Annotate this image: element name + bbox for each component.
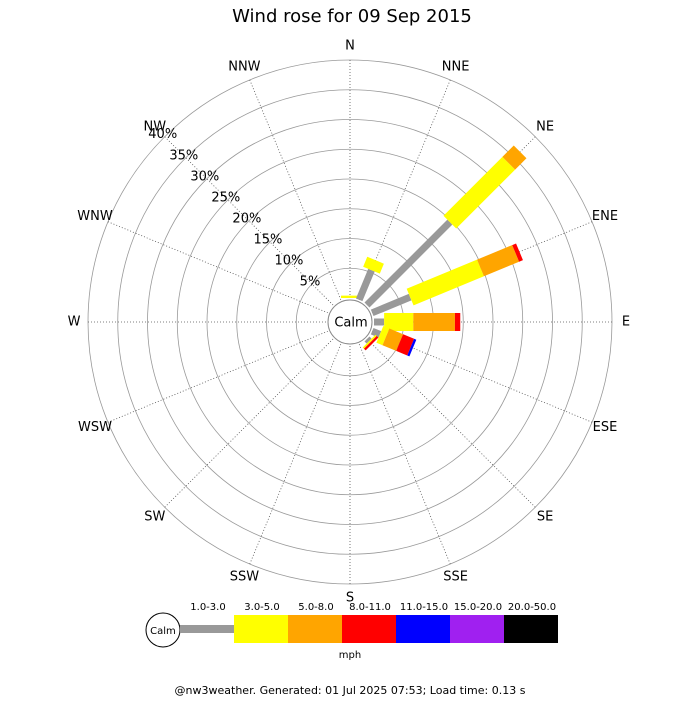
legend-swatch xyxy=(396,615,450,643)
ring-label: 30% xyxy=(190,169,219,184)
bar-segment xyxy=(376,326,390,346)
direction-label: WSW xyxy=(78,420,112,435)
bar-segment xyxy=(512,243,523,262)
direction-label: ESE xyxy=(593,420,618,435)
ring-label: 15% xyxy=(253,232,282,247)
spoke xyxy=(107,330,328,423)
bar-segment xyxy=(396,334,415,356)
ring-label: 25% xyxy=(211,190,240,205)
direction-label: SSE xyxy=(443,569,468,584)
chart-title: Wind rose for 09 Sep 2015 xyxy=(232,6,472,27)
legend-label: 8.0-11.0 xyxy=(349,602,391,613)
direction-label: ENE xyxy=(592,209,618,224)
bar-segment xyxy=(341,295,359,298)
legend-swatch xyxy=(234,615,288,643)
direction-label: WNW xyxy=(77,209,113,224)
ring-label: 10% xyxy=(275,253,304,268)
legend-swatch xyxy=(288,615,342,643)
spoke xyxy=(366,338,536,508)
grid-ring xyxy=(176,148,524,496)
bar-segment xyxy=(384,313,414,331)
bar-segment xyxy=(407,338,417,357)
bar-segment xyxy=(370,327,382,338)
direction-label: W xyxy=(68,315,81,330)
footer: @nw3weather. Generated: 01 Jul 2025 07:5… xyxy=(175,684,526,697)
direction-label: E xyxy=(622,315,630,330)
grid-ring xyxy=(206,178,494,466)
legend-swatch xyxy=(450,615,504,643)
bar-segment xyxy=(374,318,385,326)
direction-label: NNW xyxy=(228,60,260,75)
direction-label: S xyxy=(346,591,354,606)
bar-segment xyxy=(362,334,377,349)
bar-segment xyxy=(363,256,384,274)
legend-label: 20.0-50.0 xyxy=(508,602,556,613)
ring-label: 35% xyxy=(169,148,198,163)
spoke xyxy=(358,344,451,565)
direction-label: SE xyxy=(537,510,553,525)
legend-calm-label: Calm xyxy=(150,626,176,637)
spoke xyxy=(249,79,342,300)
bar-segment xyxy=(477,245,520,277)
legend-label: 1.0-3.0 xyxy=(190,602,225,613)
bar-segment xyxy=(355,268,375,302)
legend-label: 11.0-15.0 xyxy=(400,602,448,613)
legend-unit: mph xyxy=(339,650,361,661)
grid-ring xyxy=(147,119,553,525)
grid-ring xyxy=(117,89,583,555)
legend-swatch xyxy=(342,615,396,643)
spoke xyxy=(164,338,334,508)
bar-segment xyxy=(382,328,404,351)
bar-segment xyxy=(363,335,379,351)
calm-circle xyxy=(327,299,373,345)
direction-label: SW xyxy=(144,510,165,525)
spoke xyxy=(107,221,328,314)
spoke xyxy=(164,136,334,306)
calm-label: Calm xyxy=(334,316,367,331)
bar-segment xyxy=(454,313,461,331)
ring-label: 5% xyxy=(300,274,321,289)
direction-label: N xyxy=(345,39,355,54)
bar-segment xyxy=(443,156,516,229)
legend-label: 3.0-5.0 xyxy=(244,602,279,613)
bar-segment xyxy=(502,145,527,170)
legend-swatch xyxy=(504,615,558,643)
bar-segment xyxy=(413,313,455,331)
bar-segment xyxy=(364,336,372,344)
legend-label: 5.0-8.0 xyxy=(298,602,333,613)
ring-label: 20% xyxy=(232,211,261,226)
legend-label: 15.0-20.0 xyxy=(454,602,502,613)
legend-swatch xyxy=(180,625,234,633)
bar-segment xyxy=(364,219,453,308)
grid-ring xyxy=(236,208,464,436)
direction-label: SSW xyxy=(230,569,260,584)
ring-label: 40% xyxy=(148,127,177,142)
direction-label: NE xyxy=(536,119,554,134)
bar-segment xyxy=(406,259,484,306)
direction-label: NNE xyxy=(442,60,470,75)
spoke xyxy=(249,344,342,565)
bar-segment xyxy=(370,293,412,317)
direction-label: NW xyxy=(144,119,167,134)
